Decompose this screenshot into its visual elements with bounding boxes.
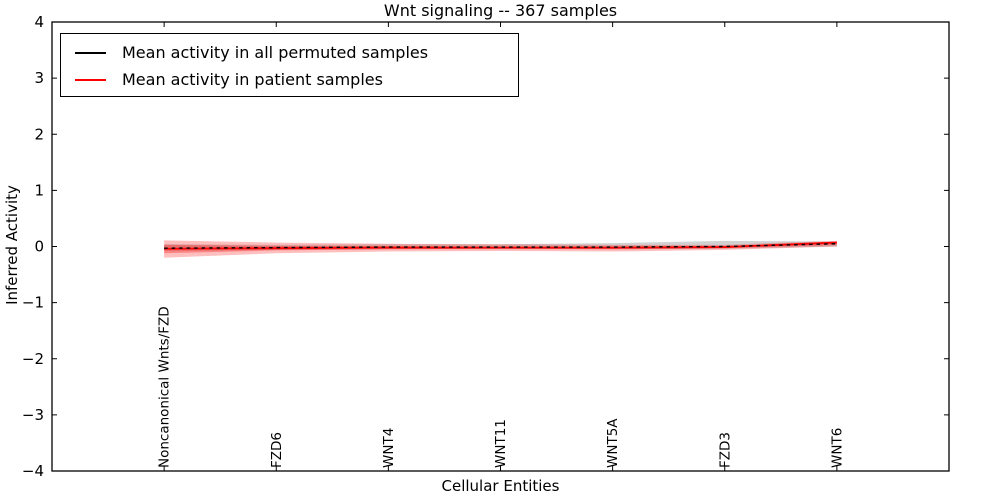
x-tick-label: WNT11 <box>493 419 509 468</box>
y-tick-label: 4 <box>34 13 44 31</box>
x-tick-label: FZD6 <box>269 432 285 468</box>
y-tick-label: 3 <box>34 69 44 87</box>
y-axis-label: Inferred Activity <box>3 185 21 305</box>
y-tick-label: 2 <box>34 125 44 143</box>
patient-mean-line <box>164 241 837 250</box>
y-tick-label: −2 <box>22 350 44 368</box>
x-tick-label: WNT5A <box>605 418 621 468</box>
y-tick-label: −3 <box>22 406 44 424</box>
x-tick-label: WNT6 <box>829 428 845 468</box>
patient-band <box>164 240 837 258</box>
x-tick-label: WNT4 <box>381 428 397 468</box>
chart-title: Wnt signaling -- 367 samples <box>383 1 618 20</box>
y-tick-label: 0 <box>34 238 44 256</box>
legend-label-patient: Mean activity in patient samples <box>122 70 383 89</box>
legend: Mean activity in all permuted samples Me… <box>60 33 519 97</box>
x-tick-label: Noncanonical Wnts/FZD <box>157 306 173 468</box>
y-tick-label: 1 <box>34 181 44 199</box>
x-axis-label: Cellular Entities <box>441 477 560 495</box>
legend-line-red-icon <box>75 78 106 81</box>
x-tick-label: FZD3 <box>717 432 733 468</box>
legend-item-permuted: Mean activity in all permuted samples <box>75 39 518 66</box>
y-tick-label: −4 <box>22 462 44 480</box>
legend-label-permuted: Mean activity in all permuted samples <box>122 43 429 62</box>
legend-line-black-icon <box>75 51 106 54</box>
y-tick-label: −1 <box>22 294 44 312</box>
legend-item-patient: Mean activity in patient samples <box>75 66 518 93</box>
